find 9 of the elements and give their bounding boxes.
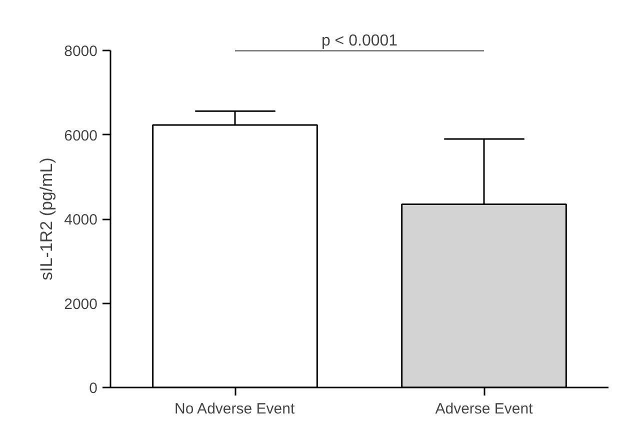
- y-tick-label: 8000: [64, 43, 98, 60]
- y-tick-label: 4000: [64, 212, 98, 228]
- y-axis-title: sIL-1R2 (pg/mL): [37, 158, 56, 280]
- x-tick-label: No Adverse Event: [174, 400, 296, 418]
- y-tick-label: 6000: [64, 127, 98, 144]
- y-tick-label: 0: [89, 380, 98, 397]
- x-tick-label: Adverse Event: [435, 400, 534, 418]
- y-tick-label: 2000: [64, 296, 98, 313]
- text: p < 0.0001: [321, 32, 398, 50]
